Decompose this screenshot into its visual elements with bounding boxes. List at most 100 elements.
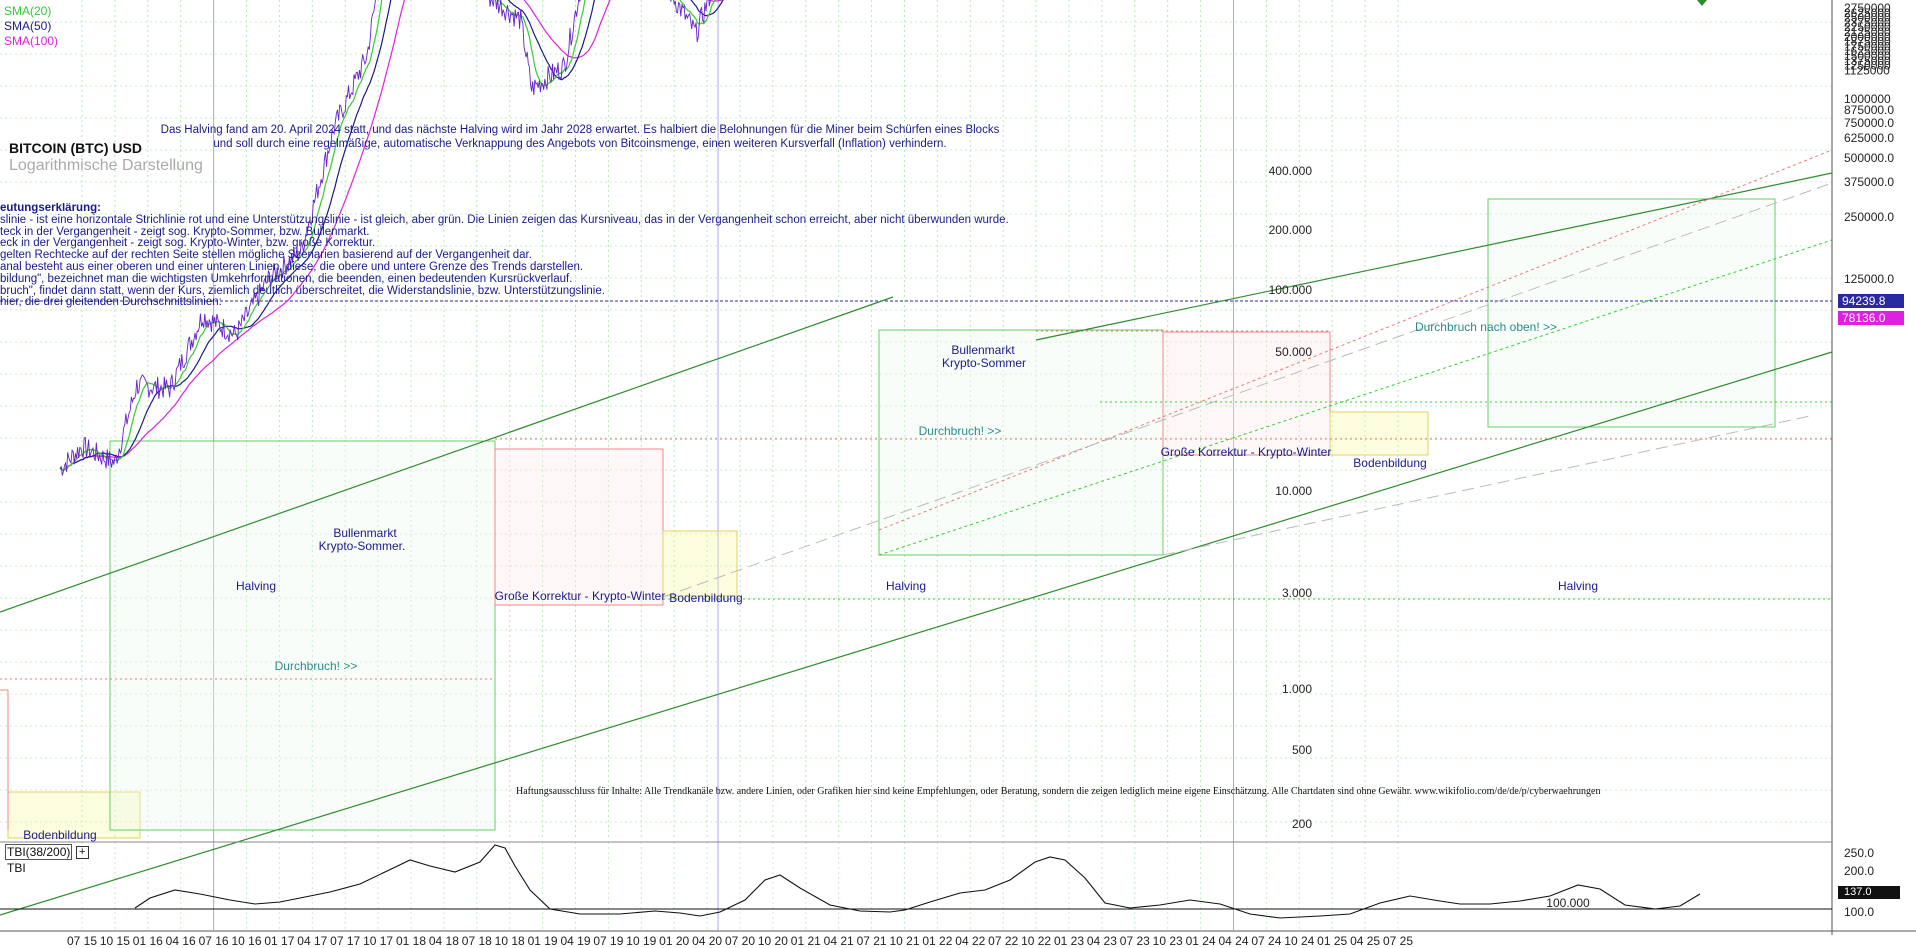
correction-label: Große Korrektur - Krypto-Winter: [1161, 445, 1332, 459]
tbi-tick: 100.0: [1844, 905, 1874, 919]
tbi-label-text: TBI(38/200): [5, 844, 73, 860]
right-axis-tick: 1375000: [1844, 54, 1891, 68]
x-tick-label: 04 25: [1350, 934, 1380, 948]
x-tick-label: 04 23: [1087, 934, 1117, 948]
bottom-box: [7, 791, 141, 839]
price-level-label: 200: [1292, 817, 1312, 831]
explanation-line: teck in der Vergangenheit - zeigt sog. K…: [0, 225, 370, 238]
tbi-current-badge: 137.0: [1838, 886, 1900, 899]
price-level-label: 3.000: [1282, 586, 1312, 600]
bull-label: Krypto-Sommer: [942, 356, 1026, 370]
trend-dashed-red: [878, 149, 1833, 531]
x-tick-label: 04 20: [692, 934, 722, 948]
right-axis-tick: 1500000: [1844, 49, 1891, 63]
trend-dashed-grey: [1162, 415, 1811, 556]
x-tick-label: 04 24: [1218, 934, 1248, 948]
right-axis-tick: 2125000: [1844, 25, 1891, 39]
bear-box: [1162, 331, 1331, 456]
x-tick-label: 04 18: [429, 934, 459, 948]
halving-label: Halving: [1558, 579, 1598, 593]
bull-box: [878, 329, 1164, 556]
chart-title: BITCOIN (BTC) USD: [9, 140, 142, 156]
bottoming-label: Bodenbildung: [23, 828, 96, 842]
sma50-line: [59, 0, 724, 472]
explanation-line: slinie - ist eine horizontale Strichlini…: [0, 213, 1009, 226]
trend-dashed-grey: [662, 182, 1833, 598]
x-tick-label: 07 23: [1120, 934, 1150, 948]
breakout-label: Durchbruch! >>: [275, 659, 358, 673]
tbi-level-label: 100.000: [1546, 896, 1590, 910]
legend-sma50-label: SMA(50): [4, 19, 52, 33]
right-axis-tick: 1750000: [1844, 39, 1891, 53]
price-level-label: 400.000: [1269, 164, 1313, 178]
legend-sma20-label: SMA(20): [4, 4, 52, 18]
x-tick-label: 07 22: [988, 934, 1018, 948]
x-tick-label: 10 19: [626, 934, 656, 948]
channel-upper: [0, 296, 894, 613]
x-tick-label: 10 15: [100, 934, 130, 948]
sma20-line: [59, 0, 716, 472]
halving-label: Halving: [236, 579, 276, 593]
right-axis-tick: 2625000: [1844, 6, 1891, 20]
bottom-box: [662, 530, 738, 597]
right-axis-tick: 750000.0: [1844, 116, 1894, 130]
right-axis-tick: 375000.0: [1844, 175, 1894, 189]
correction-label: Große Korrektur - Krypto-Winter: [495, 589, 666, 603]
halving-label: Halving: [886, 579, 926, 593]
x-tick-label: 07 25: [1383, 934, 1413, 948]
halving-note-line-1: Das Halving fand am 20. April 2024 statt…: [160, 124, 1000, 136]
x-tick-label: 04 21: [824, 934, 854, 948]
explanation-line: hier, die drei gleitenden Durchschnittsl…: [0, 296, 222, 309]
grid: [0, 0, 1832, 930]
right-axis-tick: 1250000: [1844, 59, 1891, 73]
top-marker-icon: [1697, 0, 1707, 6]
price-level-label: 1.000: [1282, 682, 1312, 696]
explanation: eutungserklärung: slinie - ist eine hori…: [0, 203, 1100, 309]
tbi-tick: 250.0: [1844, 846, 1874, 860]
breakout-label: Durchbruch! >>: [919, 424, 1002, 438]
x-tick-label: 07 21: [857, 934, 887, 948]
right-axis-tick: 875000.0: [1844, 103, 1894, 117]
x-tick-label: 07 24: [1251, 934, 1281, 948]
x-tick-label: 01 17: [264, 934, 294, 948]
right-axis-tick: 2750000: [1844, 1, 1891, 15]
halving-note-line-2: und soll durch eine regelmäßige, automat…: [213, 138, 947, 150]
breakout-up-label: Durchbruch nach oben! >>: [1415, 320, 1557, 334]
trend-lines: [0, 149, 1833, 916]
tbi-line: [134, 844, 1701, 919]
trend-dashed-green: [878, 239, 1833, 556]
explanation-line: bruch", findet dann statt, wenn der Kurs…: [0, 284, 605, 297]
right-axis-tick: 625000.0: [1844, 131, 1894, 145]
bottom-box: [1329, 411, 1429, 456]
price-level-label: 500: [1292, 743, 1312, 757]
tbi-label: TBI(38/200) +: [5, 844, 89, 860]
x-tick-label: 01 16: [133, 934, 163, 948]
expand-icon[interactable]: +: [75, 846, 89, 860]
x-tick-label: 07 19: [593, 934, 623, 948]
bull-box: [1487, 198, 1776, 428]
price-line: [59, 0, 711, 476]
right-axis-tick: 125000.0: [1844, 272, 1894, 286]
legend-sma20[interactable]: SMA(20): [4, 4, 51, 18]
right-axis-tick: 2250000: [1844, 20, 1891, 34]
channel-lower: [0, 351, 1833, 916]
x-tick-label: 01 19: [528, 934, 558, 948]
right-axis-tick: 1000000: [1844, 92, 1891, 106]
x-tick-label: 01 25: [1317, 934, 1347, 948]
legend-sma100[interactable]: SMA(100): [4, 34, 58, 48]
bull-label: Bullenmarkt: [333, 526, 397, 540]
sma-value-badge: 78136.0: [1838, 311, 1904, 325]
chart-texts: 400.000 200.000 100.000 50.000 10.000 3.000 1.…: [23, 164, 1598, 842]
channel-upper-2: [1035, 172, 1833, 341]
legend-sma50[interactable]: SMA(50): [4, 19, 51, 33]
right-axis-tick: 2375000: [1844, 15, 1891, 29]
x-tick-label: 10 21: [889, 934, 919, 948]
explanation-line: gelten Rechtecke auf der rechten Seite s…: [0, 249, 532, 262]
bull-label: Krypto-Sommer.: [319, 539, 406, 553]
explanation-heading: eutungserklärung:: [0, 203, 101, 214]
x-tick-label: 10 23: [1153, 934, 1183, 948]
right-axis-tick: 250000.0: [1844, 210, 1894, 224]
x-tick-label: 10 20: [758, 934, 788, 948]
last-price-badge: 94239.8: [1838, 294, 1904, 308]
x-tick-label: 01 23: [1054, 934, 1084, 948]
